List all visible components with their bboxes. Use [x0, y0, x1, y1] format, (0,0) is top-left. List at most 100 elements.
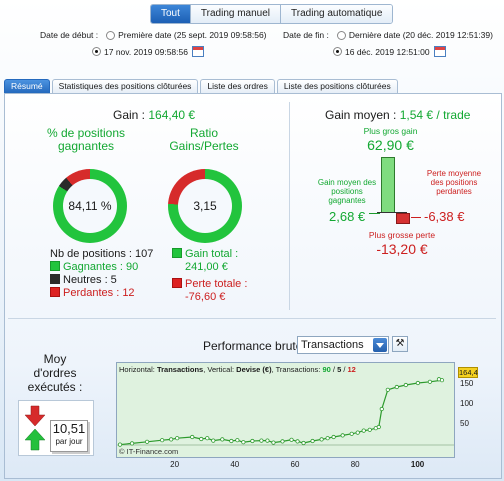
mode-tab-auto[interactable]: Trading automatique — [281, 5, 393, 23]
neutral-count: Neutres : 5 — [63, 274, 117, 286]
data-point — [340, 433, 345, 438]
data-point — [379, 406, 384, 412]
data-point — [349, 431, 354, 436]
chevron-down-icon[interactable] — [373, 338, 387, 352]
x-axis: 20 40 60 80 100 — [116, 460, 455, 472]
data-point — [129, 441, 135, 446]
data-point — [160, 438, 165, 443]
pct-donut: 84,11 % — [53, 169, 127, 243]
watermark: © IT-Finance.com — [119, 447, 179, 456]
losers-count: Perdantes : 12 — [63, 287, 135, 299]
gain-value: 164,40 € — [148, 108, 196, 122]
chart-header-h: Transactions — [156, 365, 204, 374]
performance-select-value: Transactions — [301, 339, 364, 351]
loss-range-bar — [396, 213, 410, 224]
tab-resume[interactable]: Résumé — [4, 79, 50, 93]
mode-tab-manuel[interactable]: Trading manuel — [190, 5, 282, 23]
x-tick-label: 80 — [350, 460, 360, 469]
start-first-radio[interactable] — [106, 30, 116, 40]
moy-ordres-label: Moy d'ordres exécutés : — [27, 352, 83, 394]
perte-moyenne-label: Perte moyenne des positions perdantes — [426, 169, 482, 196]
content-tabs: Résumé Statistiques des positions clôtur… — [4, 79, 400, 93]
data-point — [117, 442, 123, 447]
mode-tab-tout[interactable]: Tout — [151, 5, 191, 23]
perte-totale-label: Perte totale : — [185, 278, 248, 290]
tx-win: 90 — [322, 365, 331, 374]
end-date-row: Date de fin : Dernière date (20 déc. 201… — [283, 30, 493, 40]
end-custom-radio[interactable] — [333, 47, 342, 56]
start-custom-radio[interactable] — [92, 47, 101, 56]
chart-header-text: Horizontal: — [119, 365, 157, 374]
gain-moyen-label: Gain moyen : — [325, 108, 397, 122]
data-point — [280, 439, 285, 444]
chart-header-text: , Transactions: — [271, 365, 323, 374]
plus-gros-gain-label: Plus gros gain — [363, 126, 418, 136]
x-tick-label: 60 — [290, 460, 300, 469]
pct-value: 84,11 % — [63, 179, 117, 233]
data-point — [199, 436, 204, 442]
chart-header-text: / — [330, 365, 338, 374]
tab-statistiques[interactable]: Statistiques des positions clôturées — [51, 79, 199, 93]
plus-grosse-perte-label: Plus grosse perte — [368, 230, 436, 240]
gain-moyen-header: Gain moyen : 1,54 € / trade — [325, 108, 470, 122]
loss-swatch — [172, 278, 182, 288]
orders-per-day-box: 10,51 par jour — [50, 420, 88, 452]
tx-neutral: 5 — [337, 365, 342, 374]
end-last-label: Dernière date (20 déc. 2019 12:51:39) — [348, 30, 493, 40]
gain-range-bar — [381, 157, 395, 213]
chart-header-text: , Vertical: — [203, 365, 237, 374]
data-point — [229, 438, 234, 444]
end-date-label: Date de fin : — [283, 30, 329, 40]
data-point — [376, 424, 381, 430]
gain-label: Gain : — [113, 108, 146, 122]
calendar-icon[interactable] — [433, 46, 446, 57]
data-point — [265, 438, 270, 443]
start-date-label: Date de début : — [40, 30, 99, 40]
x-tick-label: 40 — [230, 460, 240, 469]
start-first-label: Première date (25 sept. 2019 09:58:56) — [118, 30, 267, 40]
plus-grosse-perte-value: -13,20 € — [376, 241, 428, 257]
data-point — [190, 434, 195, 440]
neutral-swatch — [50, 274, 60, 284]
orders-per-day-unit: par jour — [55, 437, 83, 446]
gain-total-value: 241,00 € — [185, 261, 228, 273]
data-point — [259, 438, 264, 443]
data-point — [169, 437, 174, 442]
data-point — [241, 440, 246, 445]
positions-legend: Nb de positions : 107 Gagnantes : 90 Neu… — [50, 248, 153, 300]
tab-ordres[interactable]: Liste des ordres — [200, 79, 275, 93]
data-point — [436, 377, 442, 382]
gain-header: Gain : 164,40 € — [113, 108, 195, 122]
perte-moyenne-value: -6,38 € — [424, 209, 465, 224]
gain-swatch — [172, 248, 182, 258]
gain-moyen-value: 1,54 € / trade — [399, 108, 471, 122]
data-point — [301, 440, 306, 446]
zero-line — [377, 212, 407, 213]
end-custom-value[interactable]: 16 déc. 2019 12:51:00 — [345, 46, 430, 57]
loss-pointer — [411, 217, 421, 218]
data-point — [325, 436, 330, 441]
last-value-badge: 164,4 — [458, 367, 478, 378]
start-date-row: Date de début : Première date (25 sept. … — [40, 30, 267, 40]
plus-gros-gain-value: 62,90 € — [367, 137, 414, 153]
data-point — [175, 436, 180, 441]
mode-switch: Tout Trading manuel Trading automatique — [150, 4, 394, 24]
performance-select[interactable]: Transactions — [297, 336, 389, 354]
data-point — [427, 379, 433, 384]
wrench-icon[interactable]: ⚒ — [392, 336, 408, 352]
y-tick-label: 100 — [460, 399, 474, 408]
chart-header: Horizontal: Transactions, Vertical: Devi… — [119, 365, 356, 374]
performance-chart: Horizontal: Transactions, Vertical: Devi… — [116, 362, 455, 458]
data-point — [355, 430, 360, 435]
performance-title: Performance brute — [203, 339, 303, 353]
end-last-radio[interactable] — [336, 30, 346, 40]
data-point — [211, 438, 216, 443]
divider — [289, 102, 290, 310]
gain-pointer — [369, 213, 380, 214]
calendar-icon[interactable] — [191, 46, 204, 57]
tx-loss: 12 — [347, 365, 356, 374]
up-down-arrows-icon — [24, 405, 46, 451]
perte-totale-value: -76,60 € — [185, 291, 226, 303]
tab-positions[interactable]: Liste des positions clôturées — [276, 79, 398, 93]
start-custom-value[interactable]: 17 nov. 2019 09:58:56 — [104, 46, 188, 57]
